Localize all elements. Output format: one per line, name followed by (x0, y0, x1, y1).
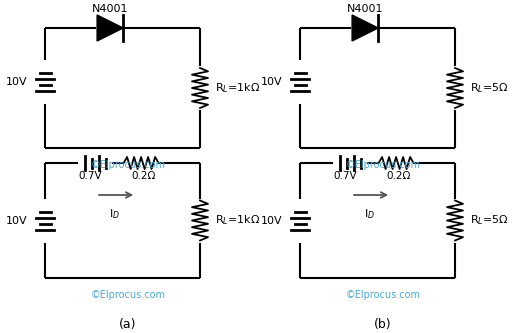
Text: 0.2Ω: 0.2Ω (386, 171, 410, 181)
Text: I$_D$: I$_D$ (364, 207, 374, 221)
Text: R$_L$=1kΩ: R$_L$=1kΩ (215, 81, 260, 95)
Text: 10V: 10V (261, 77, 283, 87)
Text: I$_D$: I$_D$ (109, 207, 119, 221)
Text: (b): (b) (374, 318, 392, 331)
Text: ©Elprocus.com: ©Elprocus.com (346, 290, 421, 300)
Text: 0.7V: 0.7V (334, 171, 357, 181)
Text: 0.7V: 0.7V (79, 171, 102, 181)
Text: N4001: N4001 (92, 4, 128, 14)
Text: ©Elprocus.com: ©Elprocus.com (91, 160, 165, 170)
Text: ©Elprocus.com: ©Elprocus.com (346, 160, 421, 170)
Text: (a): (a) (119, 318, 137, 331)
Text: R$_L$=1kΩ: R$_L$=1kΩ (215, 213, 260, 227)
Text: N4001: N4001 (347, 4, 383, 14)
Polygon shape (352, 15, 378, 41)
Polygon shape (97, 15, 123, 41)
Text: 10V: 10V (6, 215, 28, 225)
Text: ©Elprocus.com: ©Elprocus.com (91, 290, 165, 300)
Text: 0.2Ω: 0.2Ω (131, 171, 156, 181)
Text: 10V: 10V (261, 215, 283, 225)
Text: R$_L$=5Ω: R$_L$=5Ω (470, 81, 509, 95)
Text: R$_L$=5Ω: R$_L$=5Ω (470, 213, 509, 227)
Text: 10V: 10V (6, 77, 28, 87)
